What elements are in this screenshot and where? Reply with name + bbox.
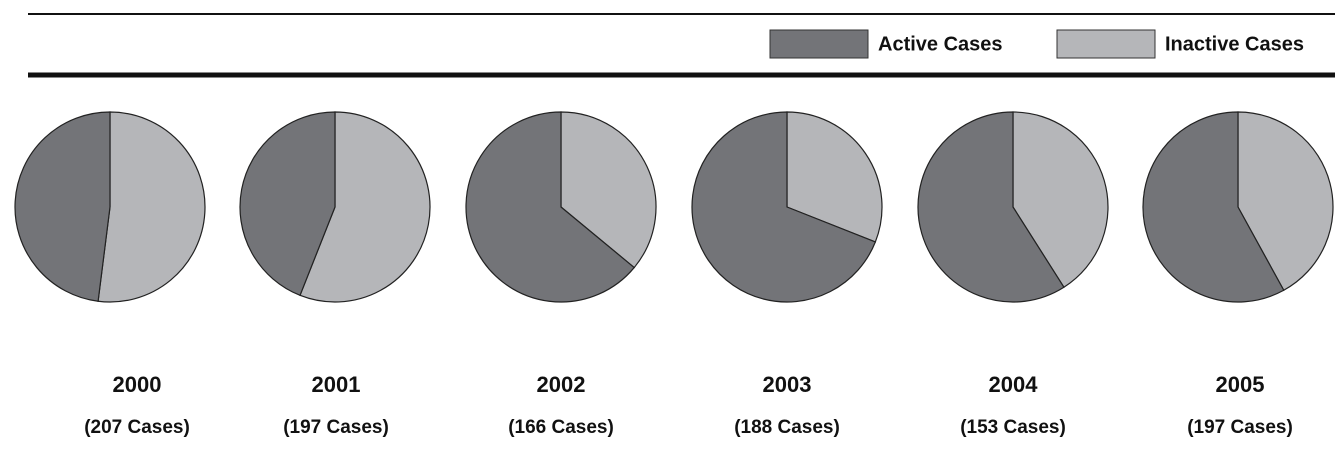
pie-slice xyxy=(1237,111,1334,292)
legend-label: Inactive Cases xyxy=(1165,33,1304,55)
pie-slice xyxy=(560,111,657,269)
legend-label: Active Cases xyxy=(878,33,1003,55)
pie-slice xyxy=(97,111,206,303)
pie-subtitle: (153 Cases) xyxy=(960,417,1066,438)
pie-subtitle: (197 Cases) xyxy=(1187,417,1293,438)
pie-subtitle: (197 Cases) xyxy=(283,417,389,438)
pie-slice xyxy=(465,111,636,303)
pie-slice xyxy=(299,111,431,303)
pie-slice xyxy=(1142,111,1285,303)
pie-slice xyxy=(691,111,877,303)
pie-title: 2005 xyxy=(1216,372,1265,397)
pie-title: 2000 xyxy=(113,372,162,397)
pie-title: 2001 xyxy=(312,372,361,397)
pie-slice xyxy=(786,111,883,243)
pie-slice xyxy=(917,111,1065,303)
pie-subtitle: (166 Cases) xyxy=(508,417,614,438)
pie-slice xyxy=(239,111,336,297)
pie-title: 2002 xyxy=(537,372,586,397)
pie-subtitle: (188 Cases) xyxy=(734,417,840,438)
legend-swatch xyxy=(769,29,869,59)
pie-title: 2004 xyxy=(989,372,1039,397)
legend-swatch xyxy=(1056,29,1156,59)
pie-subtitle: (207 Cases) xyxy=(84,417,190,438)
pie-title: 2003 xyxy=(763,372,812,397)
pie-slice xyxy=(14,111,111,302)
